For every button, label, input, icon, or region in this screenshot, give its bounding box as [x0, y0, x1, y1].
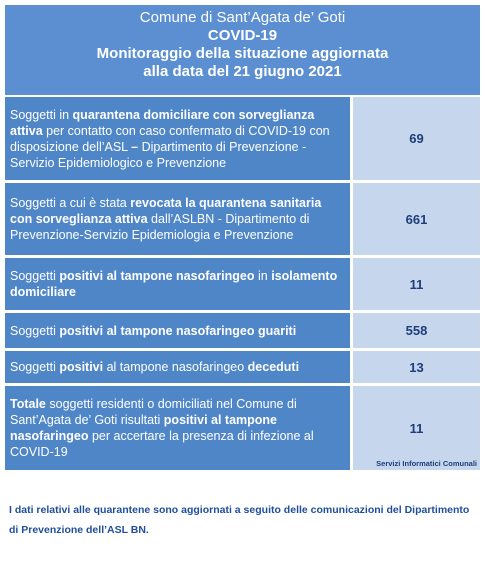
value: 558 — [353, 313, 480, 348]
text-segment: positivi al tampone nasofaringeo — [59, 269, 255, 283]
description-text: Soggetti positivi al tampone nasofaringe… — [10, 323, 345, 339]
table-row: Soggetti positivi al tampone nasofaringe… — [5, 258, 480, 310]
text-segment: deceduti — [247, 360, 300, 374]
table-row: Soggetti a cui è stata revocata la quara… — [5, 183, 480, 255]
text-segment: quarantena domiciliare con sorveglianza … — [10, 107, 315, 138]
text-segment: – — [131, 139, 139, 154]
text-segment: Soggetti a cui è stata — [10, 196, 131, 210]
table-row: Soggetti in quarantena domiciliare con s… — [5, 97, 480, 180]
text-segment: positivi al tampone nasofaringeo — [10, 413, 278, 443]
description: Soggetti positivi al tampone nasofaringe… — [5, 258, 350, 310]
text-segment: dall’ASLBN - Dipartimento di Prevenzione… — [10, 212, 310, 242]
header-line: Monitoraggio della situazione aggiornata — [96, 45, 389, 62]
text-segment: positivi al tampone nasofaringeo guariti — [59, 323, 297, 338]
header-line: alla data del 21 giugno 2021 — [143, 63, 342, 80]
description-text: Totale soggetti residenti o domiciliati … — [10, 396, 345, 460]
table-row: Soggetti positivi al tampone nasofaringe… — [5, 351, 480, 383]
text-segment: positivi — [59, 360, 104, 374]
description: Totale soggetti residenti o domiciliati … — [5, 386, 350, 470]
description-text: Soggetti a cui è stata revocata la quara… — [10, 195, 345, 243]
header-line: Comune di Sant’Agata de’ Goti — [139, 9, 346, 26]
value: 69 — [353, 97, 480, 180]
credit: Servizi Informatici Comunali — [376, 459, 477, 468]
value: 13 — [353, 351, 480, 383]
text-segment: revocata la quarantena sanitaria con sor… — [10, 196, 322, 226]
description: Soggetti positivi al tampone nasofaringe… — [5, 351, 350, 383]
text-segment: Soggetti — [10, 269, 60, 283]
table-row: Soggetti positivi al tampone nasofaringe… — [5, 313, 480, 348]
text-segment: in — [254, 269, 272, 283]
value-text: 13 — [409, 359, 424, 375]
value-text: 69 — [409, 131, 424, 146]
table-row: Totale soggetti residenti o domiciliati … — [5, 386, 480, 470]
text-segment: per accertare la presenza di infezione a… — [10, 429, 314, 459]
text-segment: Dipartimento di Prevenzione - Servizio E… — [10, 139, 307, 170]
value: 11 — [353, 258, 480, 310]
description-text: Soggetti in quarantena domiciliare con s… — [10, 107, 345, 171]
value: 661 — [353, 183, 480, 255]
value: 11 Servizi Informatici Comunali — [353, 386, 480, 470]
description-text: Soggetti positivi al tampone nasofaringe… — [10, 359, 345, 375]
text-segment: Soggetti — [10, 360, 60, 374]
header: Comune di Sant’Agata de’ Goti COVID-19 Mon… — [5, 5, 480, 95]
text-segment: Soggetti — [10, 323, 60, 338]
value-text: 558 — [405, 323, 428, 338]
header-line: COVID-19 — [207, 27, 278, 44]
description: Soggetti in quarantena domiciliare con s… — [5, 97, 350, 180]
text-segment: Totale — [10, 397, 46, 411]
text-segment: per contatto con caso confermato di COVI… — [10, 123, 330, 154]
text-segment: al tampone nasofaringeo — [103, 360, 248, 374]
value-text: 661 — [405, 211, 428, 227]
text-segment: isolamento domiciliare — [10, 269, 338, 299]
value-text: 11 — [409, 276, 424, 292]
value-text: 11 — [409, 420, 424, 436]
description: Soggetti positivi al tampone nasofaringe… — [5, 313, 350, 348]
description-text: Soggetti positivi al tampone nasofaringe… — [10, 268, 345, 300]
footnote: I dati relativi alle quarantene sono agg… — [9, 504, 470, 536]
text-segment: Soggetti in — [10, 107, 73, 122]
text-segment: soggetti residenti o domiciliati nel Com… — [10, 397, 297, 427]
description: Soggetti a cui è stata revocata la quara… — [5, 183, 350, 255]
